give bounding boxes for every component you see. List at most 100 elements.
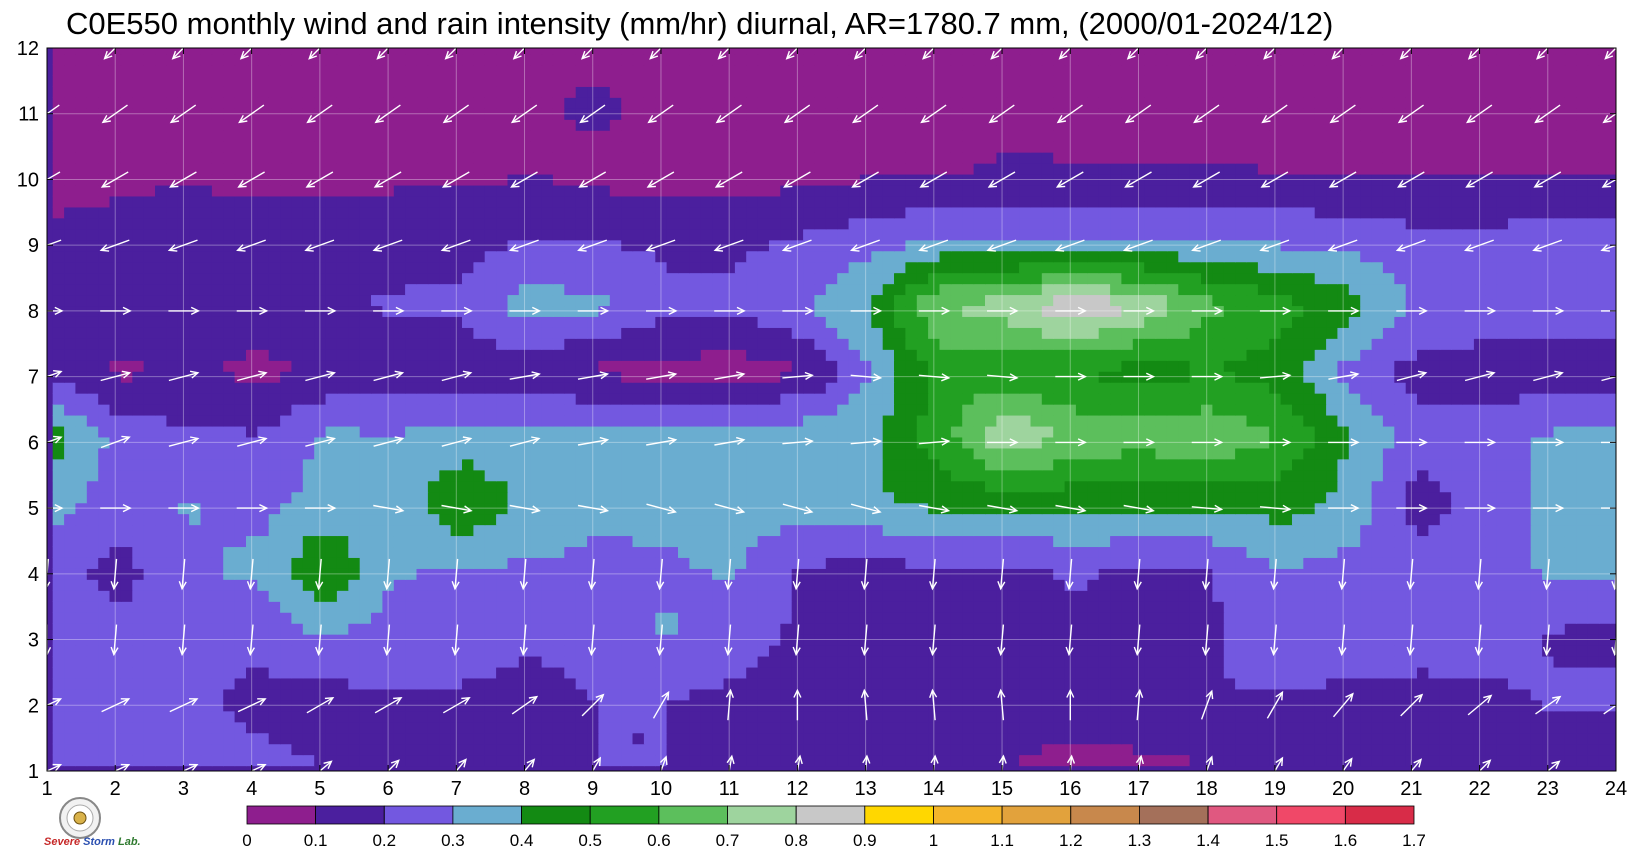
intensity-cell [484, 656, 497, 668]
intensity-cell [541, 732, 554, 745]
intensity-cell [1348, 447, 1361, 460]
intensity-cell [496, 568, 509, 580]
intensity-cell [1598, 425, 1611, 438]
intensity-cell [1610, 732, 1616, 745]
intensity-cell [1348, 732, 1361, 745]
intensity-cell [837, 743, 850, 756]
intensity-cell [1075, 557, 1088, 569]
intensity-cell [1587, 677, 1600, 690]
intensity-cell [1485, 645, 1498, 657]
intensity-cell [64, 404, 77, 416]
intensity-cell [1382, 425, 1395, 438]
intensity-cell [1121, 732, 1134, 745]
intensity-cell [484, 688, 497, 701]
intensity-cell [552, 677, 565, 690]
intensity-cell [1451, 612, 1464, 624]
intensity-cell [1212, 732, 1225, 745]
intensity-cell [1337, 721, 1350, 734]
intensity-cell [962, 524, 975, 537]
intensity-cell [416, 601, 429, 613]
intensity-cell [882, 645, 895, 657]
intensity-cell [609, 721, 622, 734]
intensity-cell [734, 623, 747, 635]
intensity-cell [1155, 677, 1168, 690]
intensity-cell [223, 601, 236, 613]
intensity-cell [1485, 579, 1498, 591]
intensity-cell [587, 458, 600, 471]
intensity-cell [1553, 590, 1566, 602]
intensity-cell [143, 568, 156, 580]
intensity-cell [223, 677, 236, 690]
intensity-cell [1337, 601, 1350, 613]
intensity-cell [1439, 623, 1452, 635]
intensity-cell [1382, 491, 1395, 504]
intensity-cell [405, 546, 418, 558]
intensity-cell [1598, 732, 1611, 745]
intensity-cell [1030, 447, 1043, 460]
intensity-cell [1235, 480, 1248, 493]
intensity-cell [1530, 404, 1543, 416]
intensity-cell [746, 579, 759, 591]
intensity-cell [712, 415, 725, 427]
intensity-cell [1246, 469, 1259, 482]
intensity-cell [609, 623, 622, 635]
intensity-cell [166, 634, 179, 646]
intensity-cell [1110, 721, 1123, 734]
intensity-cell [1110, 677, 1123, 690]
intensity-cell [962, 447, 975, 460]
intensity-cell [723, 447, 736, 460]
intensity-cell [1382, 590, 1395, 602]
intensity-cell [86, 721, 99, 734]
intensity-cell [518, 732, 531, 745]
intensity-cell [1269, 754, 1282, 767]
intensity-cell [643, 458, 656, 471]
intensity-cell [700, 568, 713, 580]
intensity-cell [1201, 393, 1213, 405]
intensity-cell [1348, 612, 1361, 624]
intensity-cell [518, 710, 531, 723]
intensity-cell [473, 491, 486, 504]
intensity-cell [416, 425, 429, 438]
intensity-cell [1132, 524, 1145, 537]
intensity-cell [132, 513, 145, 526]
intensity-cell [643, 645, 656, 657]
intensity-cell [552, 754, 565, 767]
intensity-cell [1485, 623, 1498, 635]
intensity-cell [666, 699, 679, 712]
intensity-cell [1598, 645, 1611, 657]
intensity-cell [223, 645, 236, 657]
intensity-cell [359, 415, 372, 427]
intensity-cell [1189, 601, 1202, 613]
intensity-cell [882, 469, 895, 482]
intensity-cell [496, 524, 509, 537]
intensity-cell [1314, 656, 1327, 668]
intensity-cell [882, 415, 895, 427]
intensity-cell [939, 393, 952, 405]
intensity-cell [371, 425, 383, 438]
intensity-cell [1508, 425, 1520, 438]
intensity-cell [1598, 513, 1611, 526]
intensity-cell [1382, 710, 1395, 723]
intensity-cell [962, 710, 975, 723]
intensity-cell [1371, 634, 1384, 646]
intensity-cell [1508, 404, 1520, 416]
intensity-cell [132, 382, 145, 394]
intensity-cell [666, 513, 679, 526]
intensity-cell [64, 436, 77, 449]
intensity-cell [132, 371, 145, 383]
intensity-cell [1371, 546, 1384, 558]
intensity-cell [1041, 447, 1054, 460]
intensity-cell [371, 568, 383, 580]
intensity-cell [155, 601, 167, 613]
intensity-cell [348, 623, 361, 635]
intensity-cell [416, 480, 429, 493]
intensity-cell [1462, 469, 1475, 482]
intensity-cell [120, 666, 133, 679]
intensity-cell [689, 634, 702, 646]
intensity-cell [1075, 404, 1088, 416]
intensity-cell [666, 732, 679, 745]
intensity-cell [211, 568, 224, 580]
intensity-cell [86, 645, 99, 657]
intensity-cell [780, 579, 793, 591]
intensity-cell [439, 546, 452, 558]
